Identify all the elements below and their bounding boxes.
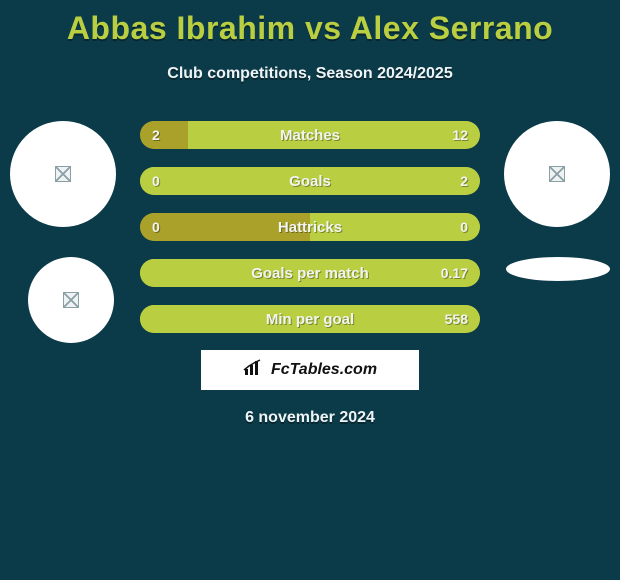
- stat-row: 0Hattricks0: [140, 213, 480, 241]
- broken-image-icon: [549, 166, 565, 182]
- player1-avatar: [10, 121, 116, 227]
- stat-label: Min per goal: [140, 311, 480, 328]
- stat-row: 2Matches12: [140, 121, 480, 149]
- stat-value-right: 2: [460, 173, 468, 189]
- stat-value-right: 12: [452, 127, 468, 143]
- stat-row: Min per goal558: [140, 305, 480, 333]
- page-title: Abbas Ibrahim vs Alex Serrano: [0, 0, 620, 47]
- player2-club-avatar: [506, 257, 610, 281]
- stat-value-right: 0.17: [441, 265, 468, 281]
- brand-text: FcTables.com: [271, 361, 377, 379]
- stat-label: Hattricks: [140, 219, 480, 236]
- stat-label: Goals: [140, 173, 480, 190]
- stat-label: Matches: [140, 127, 480, 144]
- bar-chart-icon: [243, 359, 265, 382]
- stat-value-right: 0: [460, 219, 468, 235]
- player2-avatar: [504, 121, 610, 227]
- stat-value-right: 558: [445, 311, 468, 327]
- broken-image-icon: [63, 292, 79, 308]
- page-subtitle: Club competitions, Season 2024/2025: [0, 65, 620, 83]
- stat-label: Goals per match: [140, 265, 480, 282]
- stat-row: 0Goals2: [140, 167, 480, 195]
- comparison-bars: 2Matches120Goals20Hattricks0Goals per ma…: [140, 121, 480, 351]
- stat-row: Goals per match0.17: [140, 259, 480, 287]
- brand-badge: FcTables.com: [200, 349, 420, 391]
- comparison-card: Abbas Ibrahim vs Alex Serrano Club compe…: [0, 0, 620, 580]
- generated-date: 6 november 2024: [0, 409, 620, 427]
- broken-image-icon: [55, 166, 71, 182]
- player1-club-avatar: [28, 257, 114, 343]
